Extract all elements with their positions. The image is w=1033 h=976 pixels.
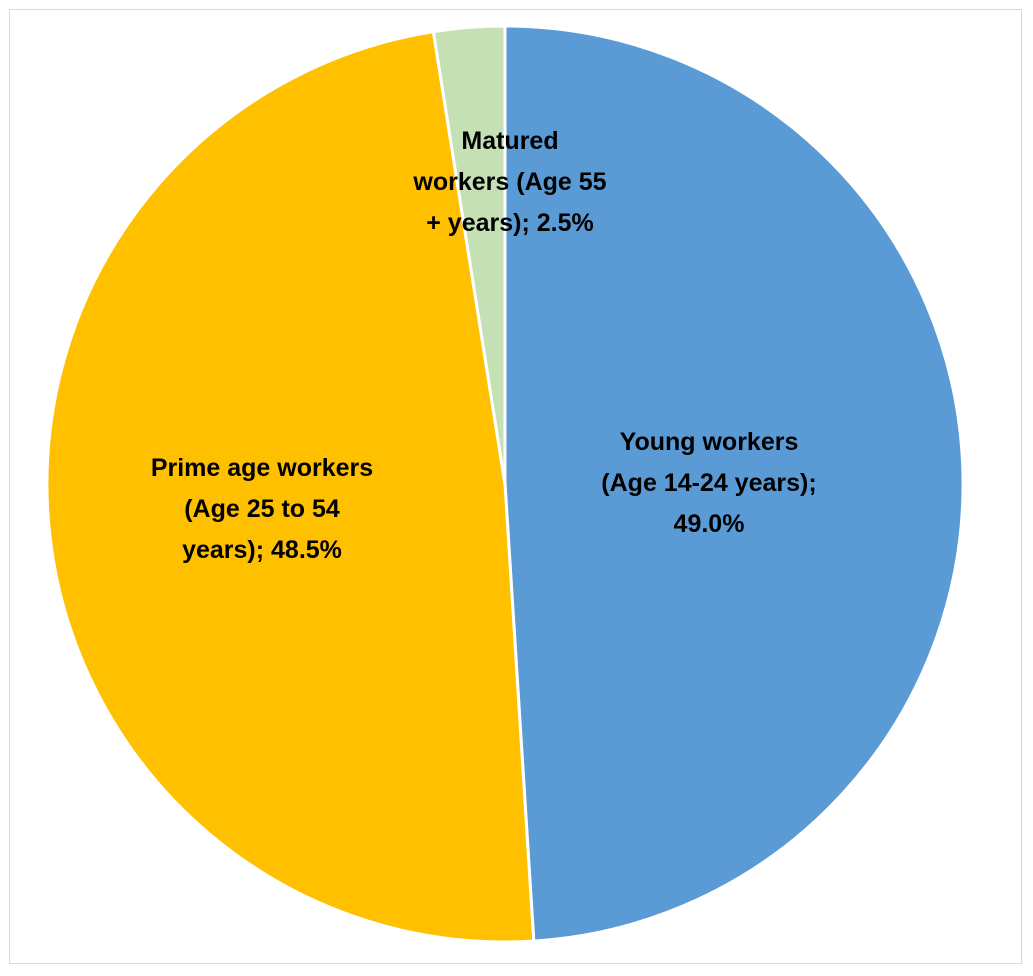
data-label-1: Young workers (Age 14-24 years); 49.0% [601, 428, 816, 538]
pie-labels: Young workers (Age 14-24 years); 49.0% Prim… [151, 127, 817, 564]
data-label-1-line-2: (Age 14-24 years); [601, 469, 816, 497]
data-label-2-line-1: Prime age workers [151, 454, 373, 482]
pie-slice-3 [431, 24, 507, 486]
pie-slice-2 [45, 30, 536, 944]
data-label-3-line-3: + years); 2.5% [426, 209, 593, 237]
data-label-3-line-1: Matured [461, 127, 558, 155]
data-label-3-line-2: workers (Age 55 [412, 168, 606, 196]
data-label-2-line-3: years); 48.5% [182, 536, 342, 564]
data-label-1-line-1: Young workers [620, 428, 799, 456]
data-label-1-line-3: 49.0% [674, 510, 745, 538]
data-label-2-line-2: (Age 25 to 54 [184, 495, 340, 523]
data-label-3: Matured workers (Age 55 + years); 2.5% [412, 127, 606, 237]
data-label-2: Prime age workers (Age 25 to 54 years); 48… [151, 454, 373, 564]
pie-slices [45, 24, 965, 944]
pie-slice-1 [503, 24, 965, 943]
